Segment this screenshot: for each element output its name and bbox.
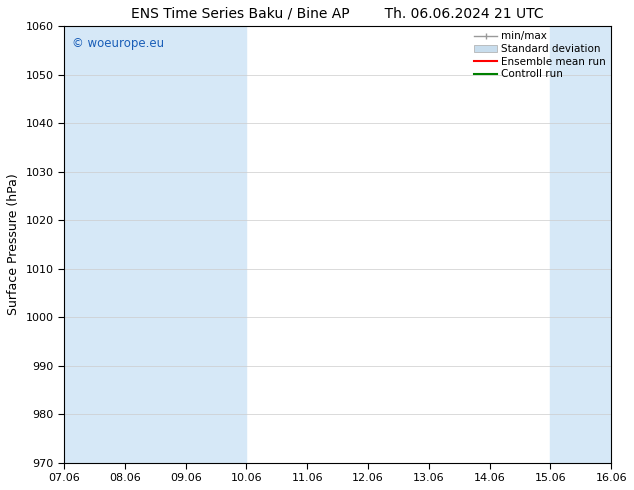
Title: ENS Time Series Baku / Bine AP        Th. 06.06.2024 21 UTC: ENS Time Series Baku / Bine AP Th. 06.06… <box>131 7 544 21</box>
Legend: min/max, Standard deviation, Ensemble mean run, Controll run: min/max, Standard deviation, Ensemble me… <box>472 29 608 81</box>
Bar <box>125 26 247 463</box>
Y-axis label: Surface Pressure (hPa): Surface Pressure (hPa) <box>7 173 20 316</box>
Bar <box>550 26 611 463</box>
Bar <box>64 26 125 463</box>
Text: © woeurope.eu: © woeurope.eu <box>72 37 164 50</box>
